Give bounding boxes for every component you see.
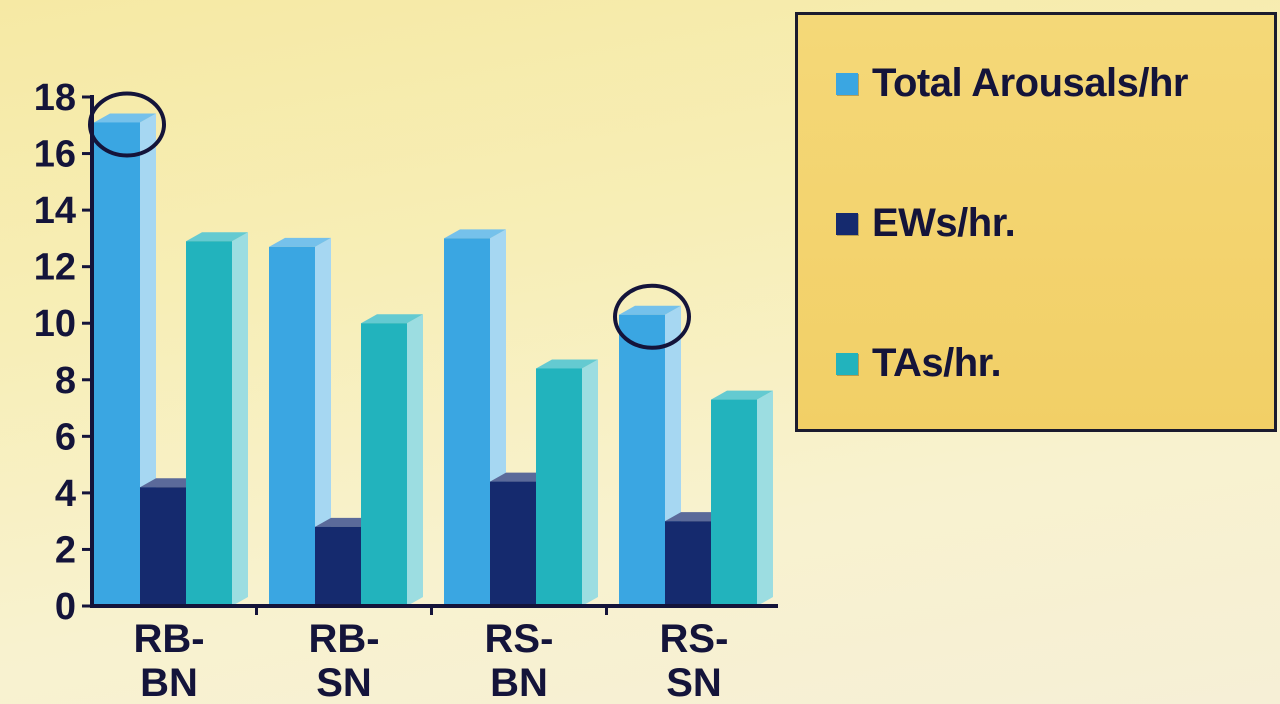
y-tick-label-6: 6 [55, 416, 76, 458]
bar-top [711, 390, 773, 400]
x-category-label-line: RS- [485, 617, 554, 661]
legend-item-ews: EWs/hr. [836, 201, 1016, 246]
bar-total-arousals-hr-0 [94, 113, 156, 606]
bar-tas-hr-2 [536, 359, 598, 606]
legend-swatch-tas [836, 352, 858, 375]
bar-top [536, 359, 598, 369]
x-category-label-line: BN [490, 661, 548, 704]
bar-tas-hr-3 [711, 390, 773, 606]
bar-top [186, 232, 248, 242]
x-category-label-line: RB- [133, 617, 204, 661]
bar-front [269, 246, 315, 606]
legend-item-tas: TAs/hr. [836, 341, 1002, 386]
bar-top [361, 314, 423, 324]
y-tick-label-0: 0 [55, 586, 76, 628]
legend-label-ews: EWs/hr. [872, 201, 1016, 245]
bar-top [269, 237, 331, 247]
annotation-circle-0 [88, 91, 166, 158]
bar-side [582, 359, 598, 606]
bar-tas-hr-0 [186, 232, 248, 606]
y-tick-label-4: 4 [55, 473, 76, 515]
bar-top [444, 229, 506, 239]
y-tick-label-10: 10 [34, 303, 76, 345]
bar-front [490, 481, 536, 606]
x-category-label-line: RB- [308, 617, 379, 661]
bar-top [94, 113, 156, 123]
bar-front [619, 314, 665, 606]
bar-front [536, 368, 582, 606]
bar-side [232, 232, 248, 606]
bar-side [407, 314, 423, 606]
bar-front [94, 122, 140, 606]
x-category-label-line: BN [140, 661, 198, 704]
bar-front [315, 526, 361, 606]
y-tick-label-12: 12 [34, 247, 76, 289]
y-tick-label-2: 2 [55, 529, 76, 571]
bar-front [665, 521, 711, 606]
bar-tas-hr-1 [361, 314, 423, 606]
legend-swatch-ews [836, 212, 858, 235]
x-category-label-line: RS- [660, 617, 729, 661]
bar-front [444, 238, 490, 606]
x-category-label-0: RB-BN [133, 617, 204, 704]
bar-front [186, 241, 232, 606]
bar-front [711, 399, 757, 606]
x-category-label-line: SN [316, 661, 372, 704]
bar-side [757, 390, 773, 606]
y-tick-label-14: 14 [34, 190, 76, 232]
x-category-label-3: RS-SN [660, 617, 729, 704]
y-tick-label-8: 8 [55, 360, 76, 402]
axes [82, 95, 778, 615]
bar-front [140, 487, 186, 606]
x-category-label-line: SN [666, 661, 722, 704]
legend-label-tas: TAs/hr. [872, 341, 1002, 385]
bar-side [315, 237, 331, 606]
x-category-label-2: RS-BN [485, 617, 554, 704]
y-tick-label-18: 18 [34, 77, 76, 119]
bar-top [619, 305, 681, 315]
legend-swatch-total-arousals [836, 72, 858, 95]
bar-total-arousals-hr-1 [269, 237, 331, 606]
x-category-label-1: RB-SN [308, 617, 379, 704]
legend-item-total-arousals: Total Arousals/hr [836, 61, 1189, 106]
y-tick-label-16: 16 [34, 134, 76, 176]
bars-layer [94, 113, 773, 606]
legend-label-total-arousals: Total Arousals/hr [872, 61, 1189, 105]
annotation-circle-1 [613, 283, 691, 350]
annotations [88, 91, 691, 350]
bar-front [361, 323, 407, 606]
legend: Total Arousals/hr EWs/hr. TAs/hr. [795, 12, 1277, 432]
